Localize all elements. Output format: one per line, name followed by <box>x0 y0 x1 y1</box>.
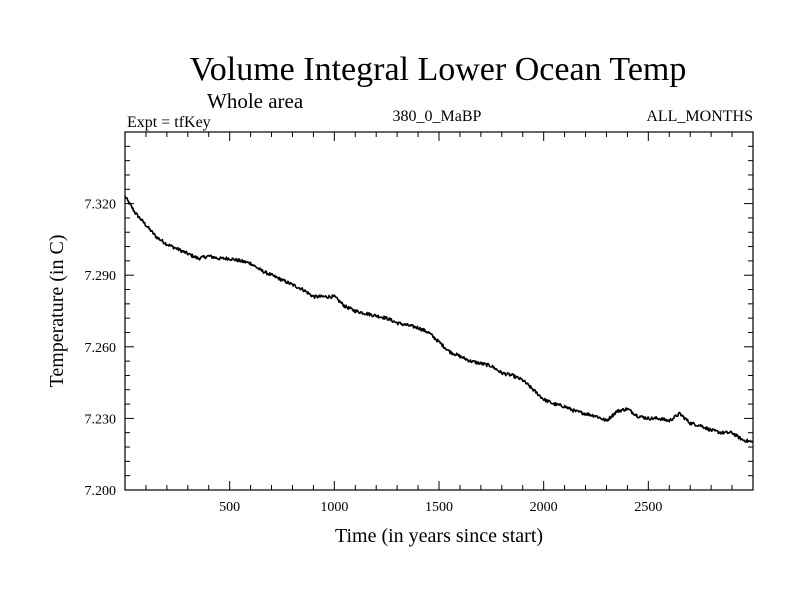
x-axis-label: Time (in years since start) <box>335 525 543 547</box>
y-tick-label: 7.320 <box>85 198 117 213</box>
chart-title: Volume Integral Lower Ocean Temp <box>190 51 687 88</box>
y-tick-label: 7.260 <box>85 341 117 356</box>
y-tick-label: 7.200 <box>85 484 117 499</box>
x-tick-label: 1500 <box>425 500 453 515</box>
chart-subtitle: Whole area <box>207 89 304 113</box>
y-axis-label: Temperature (in C) <box>46 235 68 388</box>
x-tick-label: 2500 <box>634 500 662 515</box>
experiment-label: Expt = tfKey <box>127 114 211 131</box>
plot-layer <box>124 195 754 443</box>
y-axis-ticks: 7.200 7.230 7.260 7.290 7.320 <box>85 145 753 499</box>
run-label: 380_0_MaBP <box>393 108 482 125</box>
months-label: ALL_MONTHS <box>646 108 753 125</box>
x-tick-label: 1000 <box>320 500 348 515</box>
y-tick-label: 7.290 <box>85 269 117 284</box>
x-tick-label: 500 <box>219 500 240 515</box>
x-tick-label: 2000 <box>530 500 558 515</box>
x-axis-ticks: 500 1000 1500 2000 2500 <box>145 132 733 515</box>
plot-frame <box>124 131 754 491</box>
series-line <box>124 195 754 443</box>
y-tick-label: 7.230 <box>85 412 117 427</box>
